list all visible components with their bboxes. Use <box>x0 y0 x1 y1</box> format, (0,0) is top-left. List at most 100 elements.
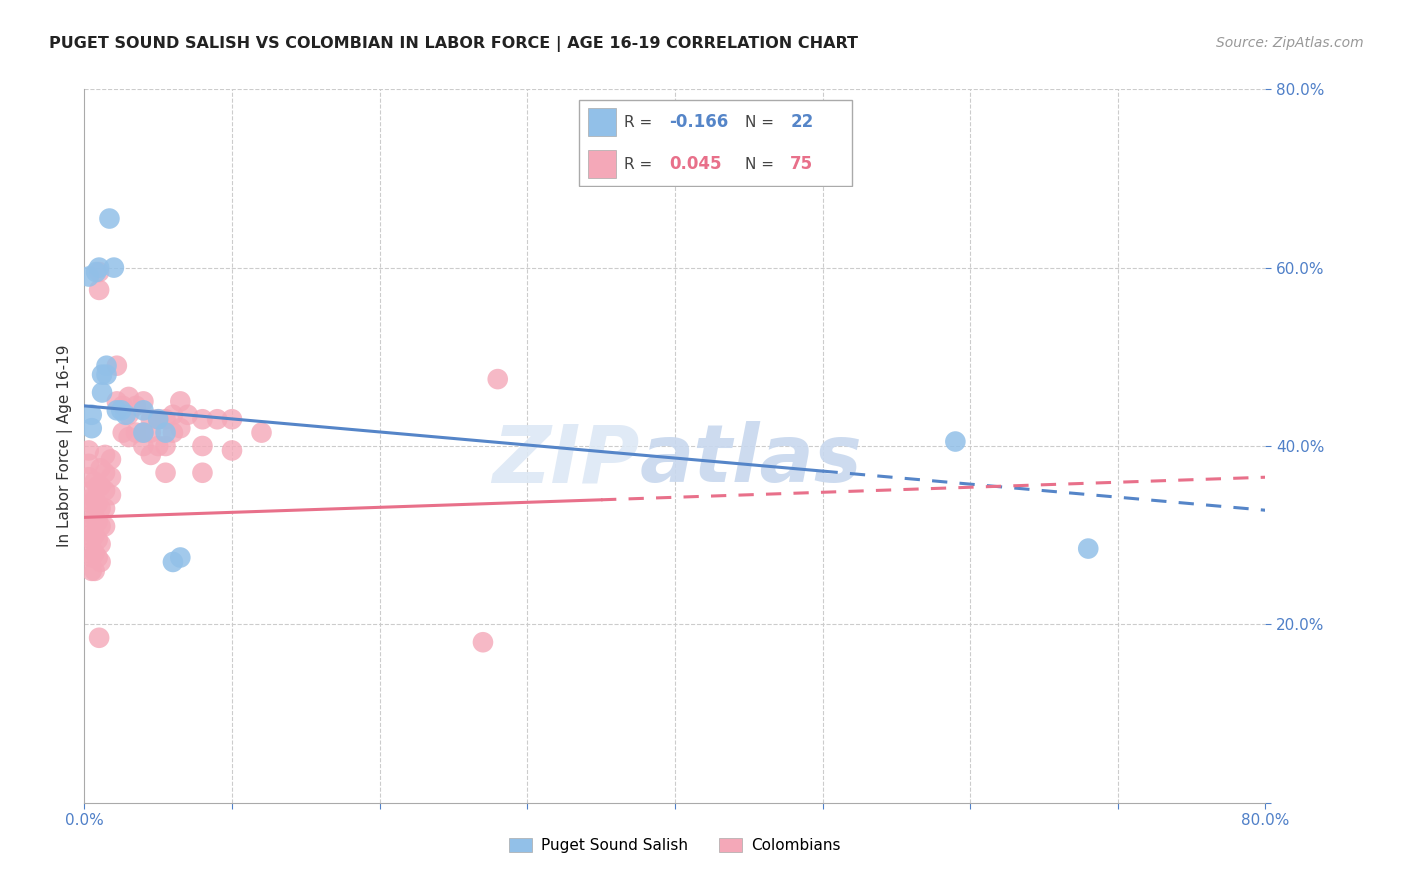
Point <box>191 439 214 453</box>
Point <box>94 448 117 462</box>
Point <box>114 408 136 422</box>
Point <box>77 470 100 484</box>
Point <box>118 408 141 422</box>
Point <box>162 555 184 569</box>
Text: 22: 22 <box>790 113 814 131</box>
Point <box>86 515 108 529</box>
Point <box>90 479 112 493</box>
Point <box>77 443 100 458</box>
Point <box>83 510 105 524</box>
Point <box>83 528 105 542</box>
Point <box>90 519 112 533</box>
Point <box>87 283 111 297</box>
Point <box>94 519 117 533</box>
Point <box>84 265 107 279</box>
Point <box>118 430 141 444</box>
Point <box>77 492 100 507</box>
Point <box>77 457 100 471</box>
Point <box>77 546 100 560</box>
Point <box>91 385 114 400</box>
Point <box>155 412 177 426</box>
Point <box>83 546 105 560</box>
Point <box>94 466 117 480</box>
Point <box>169 421 191 435</box>
Text: N =: N = <box>745 157 775 171</box>
Point <box>83 492 105 507</box>
Point <box>162 425 184 440</box>
Point <box>98 211 121 226</box>
Point <box>100 488 122 502</box>
Point <box>221 443 243 458</box>
FancyBboxPatch shape <box>588 108 616 136</box>
Point <box>139 412 162 426</box>
Point <box>250 425 273 440</box>
Point <box>118 390 141 404</box>
Text: PUGET SOUND SALISH VS COLOMBIAN IN LABOR FORCE | AGE 16-19 CORRELATION CHART: PUGET SOUND SALISH VS COLOMBIAN IN LABOR… <box>49 36 858 52</box>
Point <box>86 550 108 565</box>
Legend: Puget Sound Salish, Colombians: Puget Sound Salish, Colombians <box>503 832 846 859</box>
Text: Source: ZipAtlas.com: Source: ZipAtlas.com <box>1216 36 1364 50</box>
Point <box>94 483 117 498</box>
Point <box>87 260 111 275</box>
Point <box>80 483 103 498</box>
Point <box>148 439 170 453</box>
Point <box>111 399 134 413</box>
Point <box>110 403 132 417</box>
Point <box>155 466 177 480</box>
Text: ZIP: ZIP <box>492 421 640 500</box>
Text: R =: R = <box>624 115 652 129</box>
Point <box>139 425 162 440</box>
FancyBboxPatch shape <box>588 150 616 178</box>
Point <box>80 519 103 533</box>
Point <box>132 425 155 440</box>
Text: R =: R = <box>624 157 652 171</box>
Point <box>169 394 191 409</box>
Point <box>221 412 243 426</box>
Point <box>90 461 112 475</box>
Point <box>86 497 108 511</box>
Point <box>132 403 155 417</box>
Point <box>132 425 155 440</box>
Point <box>100 470 122 484</box>
Point <box>80 497 103 511</box>
Point <box>96 359 118 373</box>
Point <box>86 479 108 493</box>
Point <box>945 434 967 449</box>
Point <box>105 359 128 373</box>
Point <box>83 475 105 489</box>
Point <box>155 425 177 440</box>
Point <box>77 528 100 542</box>
Point <box>132 439 155 453</box>
Point <box>125 425 148 440</box>
Point <box>80 533 103 547</box>
Point <box>90 555 112 569</box>
Point <box>191 466 214 480</box>
Point <box>80 550 103 565</box>
Text: atlas: atlas <box>640 421 862 500</box>
Point <box>80 564 103 578</box>
Point <box>77 510 100 524</box>
Point <box>148 412 170 426</box>
Point <box>77 269 100 284</box>
Point <box>169 550 191 565</box>
Point <box>80 421 103 435</box>
Point <box>207 412 229 426</box>
Point <box>83 564 105 578</box>
Point <box>90 537 112 551</box>
Point <box>472 635 495 649</box>
Point <box>139 448 162 462</box>
Point <box>94 501 117 516</box>
Point <box>105 394 128 409</box>
Point <box>486 372 509 386</box>
Point <box>177 408 200 422</box>
Point <box>148 412 170 426</box>
FancyBboxPatch shape <box>579 100 852 186</box>
Point <box>132 394 155 409</box>
Y-axis label: In Labor Force | Age 16-19: In Labor Force | Age 16-19 <box>58 344 73 548</box>
Point <box>103 260 125 275</box>
Point <box>90 501 112 516</box>
Point <box>155 439 177 453</box>
Point <box>162 408 184 422</box>
Point <box>86 533 108 547</box>
Point <box>125 399 148 413</box>
